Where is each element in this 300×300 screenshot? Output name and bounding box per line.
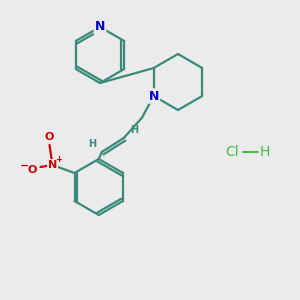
Text: O: O	[45, 132, 54, 142]
Text: O: O	[28, 165, 37, 175]
Text: Cl: Cl	[225, 145, 239, 159]
Text: +: +	[55, 154, 62, 164]
Text: N: N	[48, 160, 57, 170]
Text: H: H	[130, 125, 138, 135]
Text: H: H	[88, 139, 96, 149]
Text: N: N	[95, 20, 105, 34]
Text: N: N	[148, 89, 159, 103]
Text: H: H	[260, 145, 270, 159]
Text: −: −	[20, 161, 29, 171]
